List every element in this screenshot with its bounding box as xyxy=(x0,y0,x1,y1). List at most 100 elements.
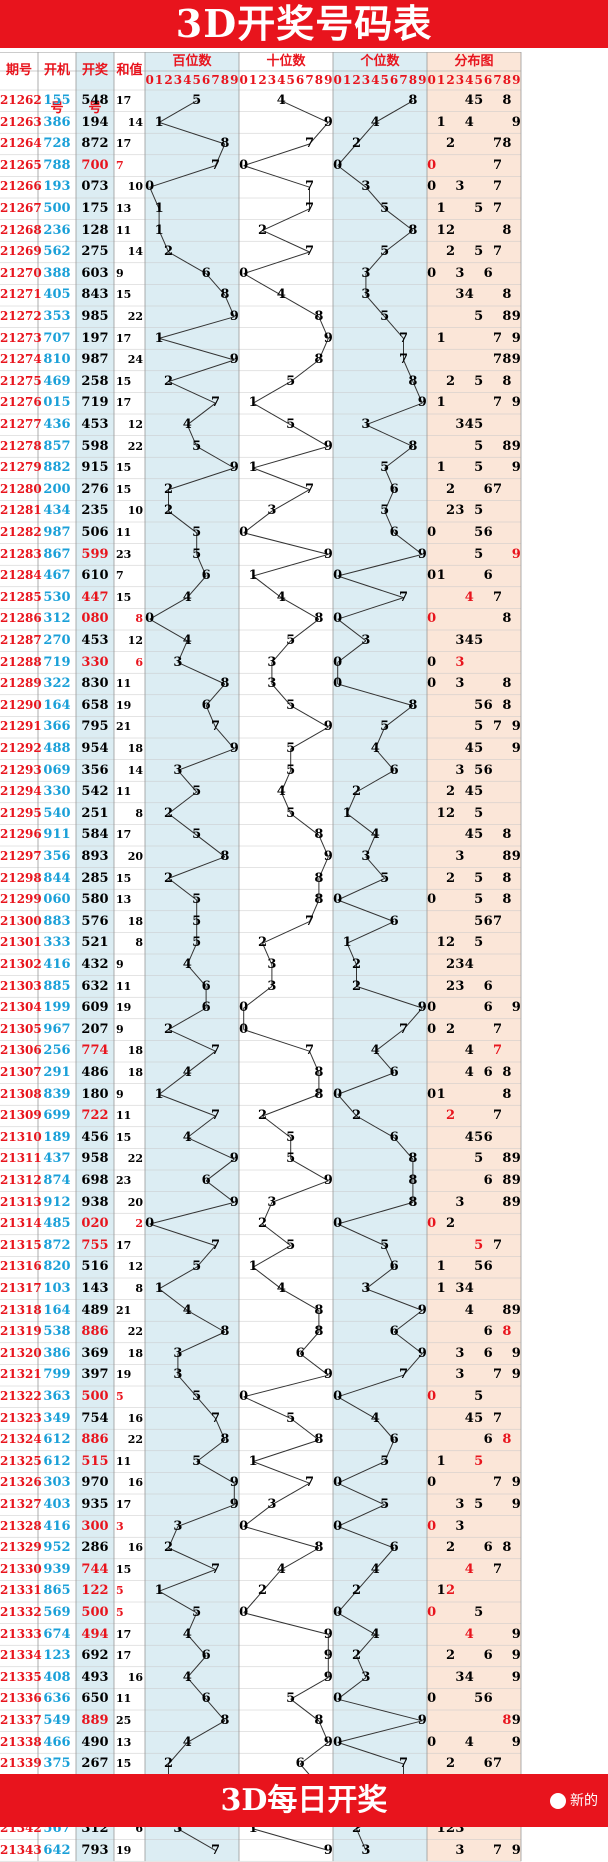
pos-digit: 5 xyxy=(380,460,390,476)
draw-number: 886 xyxy=(81,1432,109,1448)
trend-segment xyxy=(243,532,329,555)
trend-segment xyxy=(365,856,386,879)
dist-digit: 9 xyxy=(511,395,521,411)
dist-digit: 9 xyxy=(511,719,521,735)
dist-digit: 8 xyxy=(502,611,512,627)
pos-digit: 8 xyxy=(408,1151,418,1167)
trend-segment xyxy=(365,835,376,857)
draw-number: 576 xyxy=(81,913,109,929)
header-digit: 3 xyxy=(267,73,277,87)
period: 21302 xyxy=(0,957,42,971)
sum-value: 17 xyxy=(116,1498,132,1511)
pos-digit: 7 xyxy=(398,1021,409,1037)
pos-digit: 7 xyxy=(398,1756,409,1772)
period: 21334 xyxy=(0,1648,42,1663)
dist-digit: 8 xyxy=(502,1065,512,1080)
pos-digit: 9 xyxy=(323,1842,333,1858)
pos-digit: 1 xyxy=(248,568,258,584)
pos-digit: 1 xyxy=(248,395,258,411)
period: 21317 xyxy=(0,1281,42,1295)
pos-digit: 6 xyxy=(389,525,399,540)
trend-segment xyxy=(337,1072,395,1095)
dist-digit: 7 xyxy=(492,1475,503,1491)
pos-digit: 3 xyxy=(361,417,371,432)
header-digit: 0 xyxy=(145,73,154,87)
period: 21330 xyxy=(0,1561,42,1576)
trend-segment xyxy=(243,1396,291,1419)
pos-digit: 0 xyxy=(239,1518,249,1534)
period: 21312 xyxy=(0,1173,42,1187)
trend-segment xyxy=(299,1331,320,1354)
header-digit: 5 xyxy=(192,73,201,87)
pos-digit: 0 xyxy=(333,676,343,692)
trend-segment xyxy=(262,943,273,965)
draw-number: 143 xyxy=(81,1281,109,1296)
sum-value: 15 xyxy=(116,871,132,885)
header-period: 期号 xyxy=(5,63,32,78)
trend-segment xyxy=(384,1439,395,1462)
pos-digit: 4 xyxy=(182,1302,192,1318)
trend-segment xyxy=(243,510,273,534)
period: 21332 xyxy=(0,1605,42,1619)
pos-digit: 5 xyxy=(380,309,390,324)
dist-digit: 1 xyxy=(436,395,446,411)
trend-segment xyxy=(187,1309,226,1333)
period: 21287 xyxy=(0,633,42,647)
dist-digit: 4 xyxy=(464,827,474,843)
sum-value: 22 xyxy=(127,310,143,323)
pos-digit: 0 xyxy=(239,265,249,281)
pos-digit: 5 xyxy=(192,935,202,951)
pos-digit: 5 xyxy=(192,827,202,843)
pos-digit: 3 xyxy=(267,1194,277,1210)
period: 21307 xyxy=(0,1065,42,1079)
pos-digit: 2 xyxy=(351,957,362,972)
trend-segment xyxy=(337,1590,357,1614)
sum-value: 10 xyxy=(127,504,143,518)
header-digit: 4 xyxy=(371,73,380,87)
period: 21276 xyxy=(0,395,42,410)
wechat-icon xyxy=(550,1793,566,1809)
header-digit: 2 xyxy=(164,73,173,87)
sum-value: 20 xyxy=(127,850,143,863)
pos-digit: 5 xyxy=(192,525,202,540)
trend-segment xyxy=(186,943,198,965)
dist-digit: 0 xyxy=(427,1216,437,1232)
trend-segment xyxy=(186,575,207,598)
trend-segment xyxy=(177,1504,235,1527)
draw-number: 275 xyxy=(81,244,109,260)
dist-digit: 1 xyxy=(436,1453,446,1469)
dist-digit: 5 xyxy=(474,697,484,713)
pos-digit: 9 xyxy=(229,1497,239,1512)
dist-digit: 8 xyxy=(502,93,512,108)
machine-number: 612 xyxy=(43,1432,71,1448)
draw-bg xyxy=(76,52,114,1862)
sum-value: 19 xyxy=(116,1001,132,1015)
dist-digit: 0 xyxy=(427,1000,437,1016)
pos-digit: 5 xyxy=(286,1691,296,1707)
trend-segment xyxy=(393,1310,423,1333)
pos-digit: 0 xyxy=(239,1000,249,1016)
draw-number: 356 xyxy=(81,762,109,778)
sum-value: 15 xyxy=(116,374,132,388)
machine-number: 069 xyxy=(43,762,71,778)
dist-digit: 5 xyxy=(474,1453,484,1469)
draw-number: 603 xyxy=(81,265,109,281)
machine-number: 540 xyxy=(43,805,71,821)
pos-digit: 4 xyxy=(182,1734,192,1750)
dist-digit: 8 xyxy=(502,849,512,864)
header-tens: 十位数 xyxy=(266,54,306,69)
dist-digit: 4 xyxy=(464,1281,474,1296)
pos-digit: 9 xyxy=(417,1302,427,1318)
machine-number: 874 xyxy=(43,1173,71,1188)
pos-digit: 7 xyxy=(210,1842,221,1858)
dist-digit: 4 xyxy=(464,1561,474,1577)
dist-digit: 2 xyxy=(445,1021,456,1037)
trend-segment xyxy=(384,1245,395,1268)
pos-digit: 7 xyxy=(304,481,315,497)
pos-digit: 8 xyxy=(314,1086,324,1102)
draw-number: 267 xyxy=(81,1756,109,1772)
dist-digit: 1 xyxy=(436,1281,446,1296)
draw-number: 774 xyxy=(81,1043,109,1059)
header-digit: 0 xyxy=(333,73,342,87)
dist-digit: 6 xyxy=(483,1324,493,1340)
